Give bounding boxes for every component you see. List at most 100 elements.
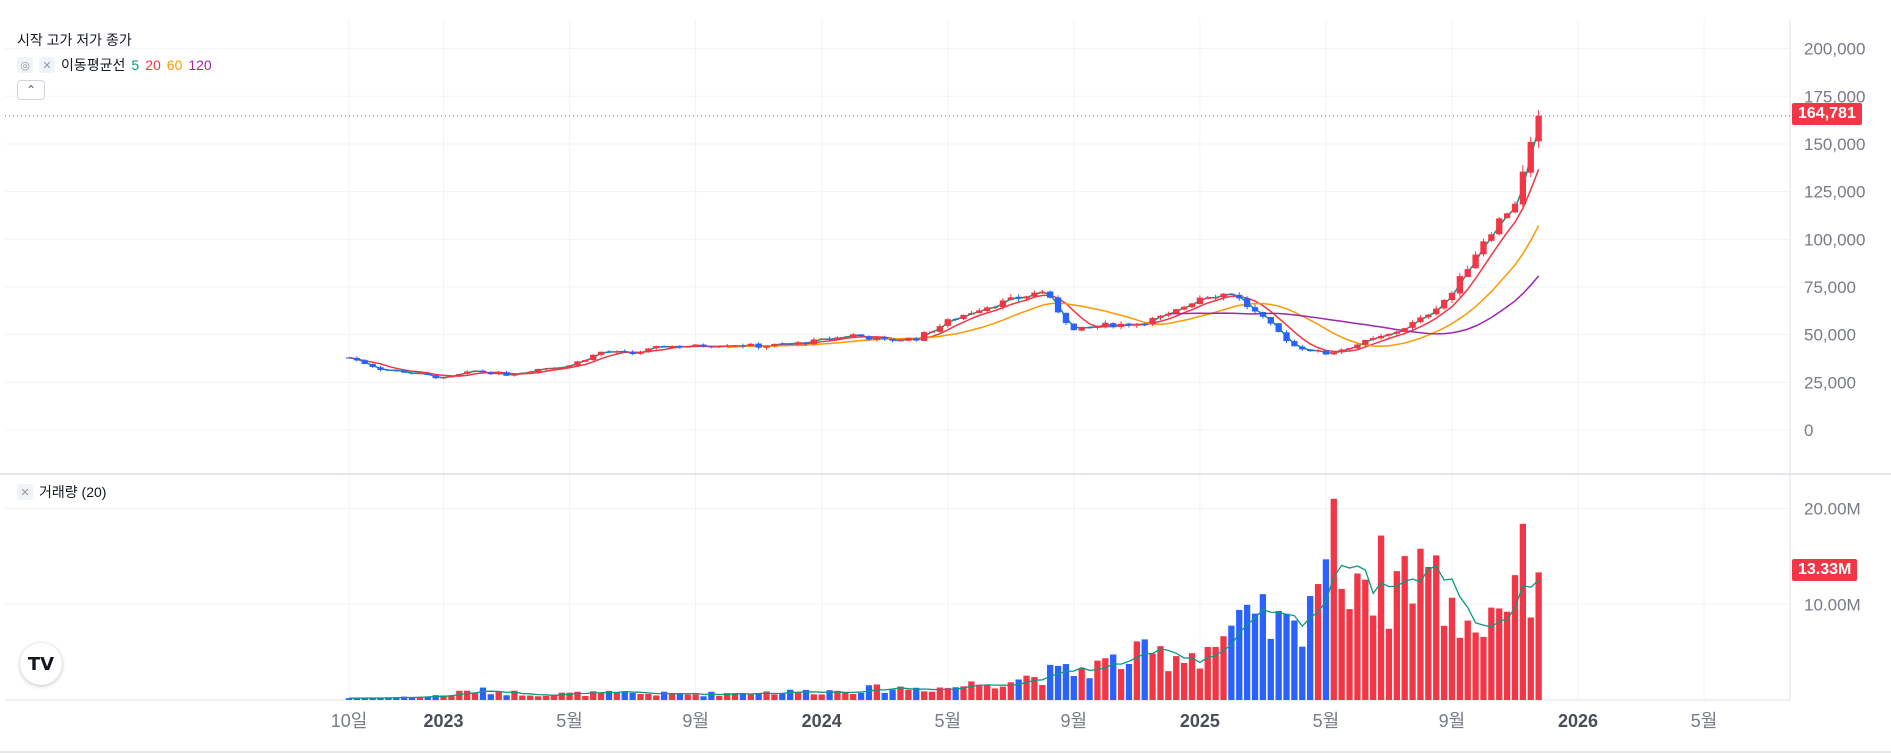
volume-bar [527, 695, 534, 700]
volume-bar [1370, 615, 1377, 700]
candle-body [1433, 308, 1440, 315]
candle-body [1448, 292, 1456, 301]
volume-bar [1377, 535, 1385, 700]
volume-bar [928, 691, 936, 700]
candle-body [1204, 297, 1211, 299]
volume-bar [1385, 628, 1393, 700]
candle-body [1078, 326, 1085, 331]
candle-body [1440, 299, 1448, 309]
volume-bar [881, 692, 888, 700]
volume-bar [1346, 609, 1353, 700]
price-axis-label: 75,000 [1804, 278, 1856, 297]
candle-body [471, 370, 479, 372]
volume-bar [1007, 682, 1014, 700]
tradingview-logo-icon[interactable]: TV [20, 643, 62, 685]
candle-body [983, 307, 991, 312]
candle-body [511, 374, 518, 376]
volume-bar [842, 692, 849, 700]
close-icon[interactable]: ✕ [39, 57, 55, 73]
volume-bar [1299, 646, 1306, 700]
candle-body [637, 352, 644, 354]
candle-body [1322, 350, 1330, 355]
candle-body [731, 345, 739, 347]
time-axis: 10일 2023 5월 9월 2024 5월 9월 2025 5월 9월 2026 5월 [331, 711, 1718, 731]
candle-body [345, 357, 353, 359]
time-axis-label: 2023 [424, 711, 464, 731]
candle-body [1173, 309, 1180, 314]
price-axis-label: 100,000 [1804, 230, 1865, 249]
volume-bar [369, 697, 376, 700]
candle-body [487, 372, 494, 375]
volume-bar [495, 692, 502, 700]
candle-body [582, 360, 589, 362]
candle-body [613, 351, 621, 353]
price-axis-label: 0 [1804, 421, 1813, 440]
volume-bar [857, 692, 865, 700]
volume-bar [534, 696, 542, 700]
volume-bar [834, 690, 841, 700]
time-axis-label: 5월 [934, 711, 961, 731]
candle-body [1133, 323, 1140, 326]
candle-body [794, 342, 802, 344]
volume-bar [897, 686, 904, 700]
candle-body [818, 338, 825, 340]
candle-body [1054, 297, 1062, 313]
volume-bar [1062, 664, 1070, 700]
volume-bar [582, 695, 589, 700]
volume-bar [731, 693, 739, 700]
volume-bar [1393, 571, 1400, 700]
volume-bar [850, 693, 857, 700]
volume-bar [724, 693, 731, 700]
volume-bar [976, 684, 983, 700]
volume-bar [613, 691, 621, 700]
candle-body [1377, 335, 1385, 339]
time-axis-label: 9월 [682, 711, 709, 731]
volume-bar [629, 692, 636, 700]
candle-body [1307, 349, 1314, 352]
volume-bar [660, 691, 668, 700]
volume-bar [1228, 625, 1235, 700]
candle-body [1511, 203, 1519, 213]
candle-body [692, 344, 699, 347]
collapse-legend-button[interactable]: ⌃ [17, 80, 45, 100]
candle-body [913, 338, 920, 341]
volume-bar [1110, 654, 1117, 700]
eye-crossed-icon[interactable]: ◎ [17, 57, 33, 73]
chevron-up-icon: ⌃ [25, 83, 37, 97]
volume-bar [479, 687, 487, 700]
volume-bar [1417, 548, 1424, 700]
ma-period-60: 60 [166, 57, 183, 73]
volume-bar [1039, 684, 1046, 700]
volume-bar [1086, 678, 1093, 700]
volume-bar [1425, 567, 1432, 700]
candle-body [1488, 234, 1495, 241]
ma-period-120: 120 [188, 57, 212, 73]
volume-bar [574, 691, 581, 700]
candle-body [857, 334, 865, 337]
candle-body [1299, 346, 1306, 350]
volume-bar [377, 698, 384, 700]
candle-body [779, 343, 786, 345]
volume-bar [1503, 611, 1511, 700]
candle-body [1149, 317, 1156, 325]
volume-bar [440, 695, 447, 700]
volume-bar [1362, 579, 1369, 700]
close-icon[interactable]: ✕ [17, 484, 33, 500]
candle-body [810, 339, 817, 345]
volume-bar [448, 695, 455, 700]
candle-body [527, 371, 534, 373]
ma-line-60 [727, 225, 1540, 349]
time-axis-label: 9월 [1061, 711, 1088, 731]
volume-bar [944, 687, 951, 700]
candle-body [1094, 326, 1101, 328]
volume-bar [1464, 620, 1471, 700]
candle-body [1188, 303, 1196, 308]
time-axis-label: 2025 [1180, 711, 1220, 731]
volume-bar [1117, 669, 1125, 700]
volume-bar [810, 694, 817, 700]
candle-body [1102, 322, 1109, 327]
volume-bar [747, 694, 754, 700]
volume-bar [1448, 597, 1456, 700]
volume-bar [818, 694, 825, 700]
